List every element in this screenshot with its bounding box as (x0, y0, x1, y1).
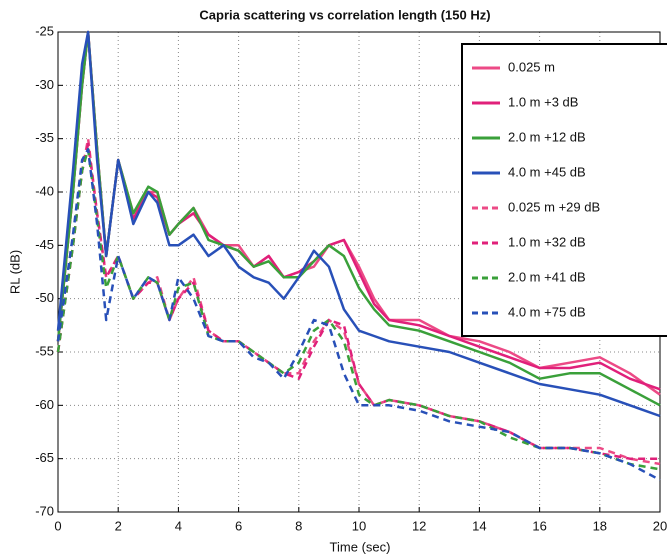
y-tick-label: -55 (35, 343, 54, 358)
legend-label: 2.0 m +12 dB (508, 129, 586, 144)
legend-label: 4.0 m +45 dB (508, 164, 586, 179)
y-tick-label: -45 (35, 237, 54, 252)
y-tick-label: -50 (35, 290, 54, 305)
x-tick-label: 8 (295, 518, 302, 533)
y-tick-label: -35 (35, 130, 54, 145)
legend-box (461, 43, 667, 337)
y-axis-label: RL (dB) (7, 250, 22, 294)
x-axis-label: Time (sec) (330, 539, 391, 554)
x-tick-label: 4 (175, 518, 182, 533)
legend-label: 0.025 m (508, 59, 555, 74)
y-tick-label: -40 (35, 183, 54, 198)
x-tick-label: 18 (593, 518, 607, 533)
series-line (56, 148, 661, 482)
legend-label: 0.025 m +29 dB (508, 199, 600, 214)
x-tick-label: 2 (115, 518, 122, 533)
x-tick-label: 16 (532, 518, 546, 533)
series-line (56, 30, 661, 418)
y-tick-label: -30 (35, 77, 54, 92)
legend-label: 4.0 m +75 dB (508, 304, 586, 319)
x-tick-label: 10 (352, 518, 366, 533)
legend-label: 1.0 m +32 dB (508, 234, 586, 249)
x-tick-label: 20 (653, 518, 667, 533)
legend-label: 1.0 m +3 dB (508, 94, 578, 109)
x-tick-label: 14 (472, 518, 486, 533)
y-tick-label: -25 (35, 23, 54, 38)
x-tick-label: 0 (54, 518, 61, 533)
y-tick-label: -65 (35, 450, 54, 465)
x-tick-label: 6 (235, 518, 242, 533)
y-tick-label: -70 (35, 503, 54, 518)
x-tick-label: 12 (412, 518, 426, 533)
chart-title: Capria scattering vs correlation length … (199, 7, 490, 22)
legend-label: 2.0 m +41 dB (508, 269, 586, 284)
y-tick-label: -60 (35, 397, 54, 412)
